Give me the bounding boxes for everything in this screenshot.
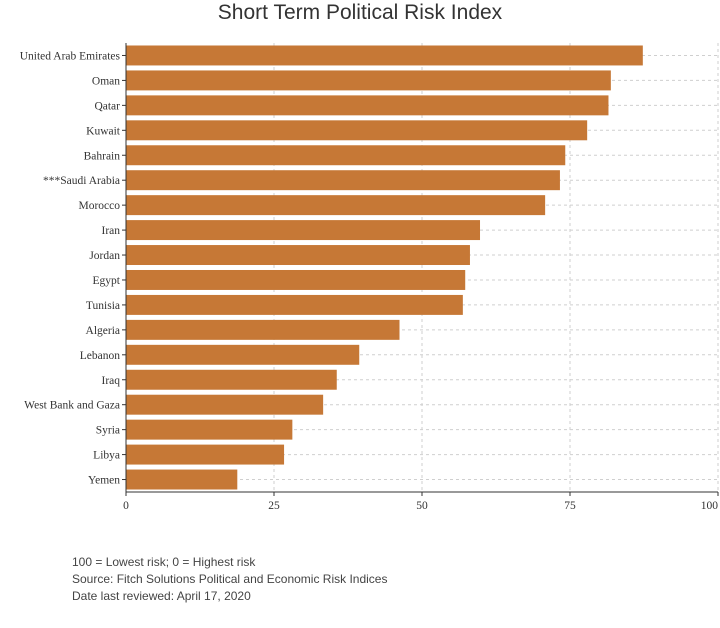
bar — [126, 469, 238, 490]
category-label: Libya — [93, 450, 120, 462]
category-label: Egypt — [93, 275, 121, 287]
bar — [126, 145, 566, 166]
bar — [126, 95, 609, 116]
category-label: Algeria — [86, 325, 120, 337]
source-note: Source: Fitch Solutions Political and Ec… — [72, 572, 388, 586]
chart-notes: 100 = Lowest risk; 0 = Highest risk Sour… — [72, 554, 387, 605]
category-label: Oman — [92, 75, 120, 87]
bar — [126, 70, 611, 91]
category-label: United Arab Emirates — [20, 50, 121, 62]
axis-layer: United Arab Emirates Oman Qatar Kuwait Bahra… — [20, 43, 719, 512]
review-date-note: Date last reviewed: April 17, 2020 — [72, 589, 251, 603]
bar — [126, 369, 337, 390]
bar — [126, 319, 400, 340]
x-tick-label: 25 — [268, 500, 280, 512]
bar — [126, 394, 324, 415]
bar — [126, 419, 293, 440]
category-label: Tunisia — [86, 300, 120, 312]
bar — [126, 294, 463, 315]
category-label: Kuwait — [86, 125, 121, 137]
bar — [126, 120, 588, 141]
bar-chart: United Arab Emirates Oman Qatar Kuwait Bahra… — [20, 43, 719, 512]
bar — [126, 245, 470, 266]
x-tick-label: 100 — [701, 500, 719, 512]
category-label: Iran — [101, 225, 120, 237]
category-label: Bahrain — [84, 150, 121, 162]
bar — [126, 269, 466, 290]
category-label: Jordan — [89, 250, 120, 262]
category-label: Qatar — [94, 100, 120, 112]
bar — [126, 45, 643, 66]
category-label: Morocco — [78, 200, 120, 212]
risk-scale-note: 100 = Lowest risk; 0 = Highest risk — [72, 555, 256, 569]
category-label: West Bank and Gaza — [24, 400, 120, 412]
category-label: Yemen — [88, 475, 120, 487]
bar-layer — [126, 45, 643, 490]
x-tick-label: 0 — [123, 500, 129, 512]
bar — [126, 170, 560, 191]
bar — [126, 444, 285, 465]
chart-title: Short Term Political Risk Index — [217, 1, 503, 24]
bar — [126, 344, 360, 365]
x-tick-label: 75 — [564, 500, 576, 512]
bar — [126, 195, 546, 216]
category-label: ***Saudi Arabia — [43, 175, 120, 187]
x-tick-label: 50 — [416, 500, 428, 512]
category-label: Lebanon — [80, 350, 120, 362]
bar — [126, 220, 481, 241]
category-label: Iraq — [101, 375, 120, 387]
category-label: Syria — [96, 425, 120, 437]
